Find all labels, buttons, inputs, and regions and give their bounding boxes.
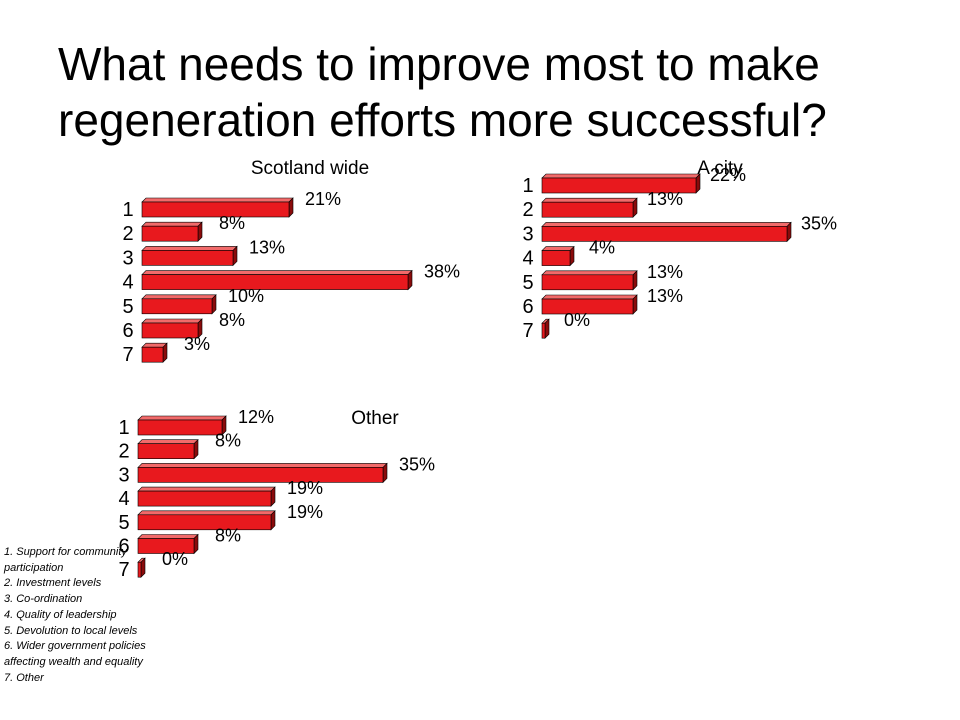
- bar: [541, 318, 550, 339]
- chart-title: Other: [351, 408, 399, 429]
- bar: [141, 245, 238, 267]
- category-label: 5: [122, 296, 133, 318]
- bar: [137, 557, 146, 578]
- legend-item: 4. Quality of leadership: [4, 608, 117, 621]
- bar: [137, 438, 199, 460]
- bar: [141, 342, 168, 363]
- data-label: 8%: [215, 431, 241, 451]
- bar: [541, 245, 575, 267]
- data-label: 4%: [589, 238, 615, 258]
- bar: [541, 270, 638, 291]
- data-label: 19%: [287, 502, 323, 522]
- data-label: 13%: [647, 286, 683, 306]
- category-label: 3: [118, 464, 129, 486]
- data-label: 8%: [219, 310, 245, 330]
- category-label: 2: [118, 441, 129, 463]
- category-label: 5: [118, 512, 129, 534]
- chart-scotland-wide: Scotland wide 1 21% 2 8% 3 13% 4 38% 5 10% 6 8% 7 3%: [122, 158, 460, 366]
- legend-item: 3. Co-ordination: [4, 593, 83, 606]
- data-label: 3%: [184, 334, 210, 354]
- legend-item: 5. Devolution to local levels: [4, 624, 138, 637]
- data-label: 0%: [564, 310, 590, 330]
- chart-title: Scotland wide: [251, 158, 369, 179]
- category-label: 5: [522, 272, 533, 294]
- category-label: 4: [522, 248, 533, 270]
- data-label: 13%: [647, 262, 683, 282]
- category-label: 6: [122, 320, 133, 342]
- bar: [137, 533, 199, 555]
- page-title: What needs to improve most to make regen…: [58, 38, 827, 146]
- category-label: 4: [122, 272, 133, 294]
- data-label: 22%: [710, 165, 746, 185]
- data-label: 13%: [647, 189, 683, 209]
- bar: [137, 462, 388, 484]
- category-label: 3: [122, 247, 133, 269]
- bar: [541, 197, 638, 218]
- data-label: 21%: [305, 189, 341, 209]
- category-label: 7: [122, 344, 133, 366]
- category-label: 7: [118, 559, 129, 581]
- category-label: 6: [118, 536, 129, 558]
- category-label: 6: [522, 296, 533, 318]
- category-label: 3: [522, 223, 533, 245]
- bar: [137, 486, 276, 507]
- bar: [137, 415, 227, 436]
- legend-item: 2. Investment levels: [4, 577, 102, 590]
- data-label: 13%: [249, 237, 285, 257]
- bar: [541, 173, 701, 194]
- data-label: 0%: [162, 549, 188, 569]
- chart-title: A city: [697, 158, 743, 179]
- legend-item: 6. Wider government policies affecting w…: [4, 640, 146, 668]
- bar: [541, 294, 638, 315]
- chart-a-city: A city 1 22% 2 13% 3 35% 4 4% 5 13% 6 13% 7 0%: [522, 158, 837, 342]
- category-label: 1: [122, 199, 133, 221]
- bar: [141, 197, 294, 218]
- legend-item: 7. Other: [4, 671, 44, 684]
- data-label: 35%: [399, 454, 435, 474]
- data-label: 10%: [228, 286, 264, 306]
- data-label: 12%: [238, 407, 274, 427]
- category-label: 1: [522, 175, 533, 197]
- data-label: 35%: [801, 213, 837, 233]
- bar: [137, 510, 276, 531]
- data-label: 8%: [215, 526, 241, 546]
- category-label: 7: [522, 320, 533, 342]
- bar: [541, 221, 792, 243]
- bar: [141, 318, 203, 339]
- category-label: 2: [522, 199, 533, 221]
- data-label: 19%: [287, 478, 323, 498]
- bar: [141, 294, 217, 315]
- category-label: 2: [122, 223, 133, 245]
- chart-other: Other 1 12% 2 8% 3 35% 4 19% 5 19% 6 8% 7 0%: [118, 407, 435, 581]
- data-label: 8%: [219, 213, 245, 233]
- category-label: 1: [118, 417, 129, 439]
- data-label: 38%: [424, 262, 460, 282]
- category-legend: 1. Support for community participation 2.…: [4, 545, 184, 686]
- bar: [141, 269, 413, 291]
- bar: [141, 221, 203, 242]
- legend-item: 1. Support for community participation: [4, 546, 127, 574]
- category-label: 4: [118, 488, 129, 510]
